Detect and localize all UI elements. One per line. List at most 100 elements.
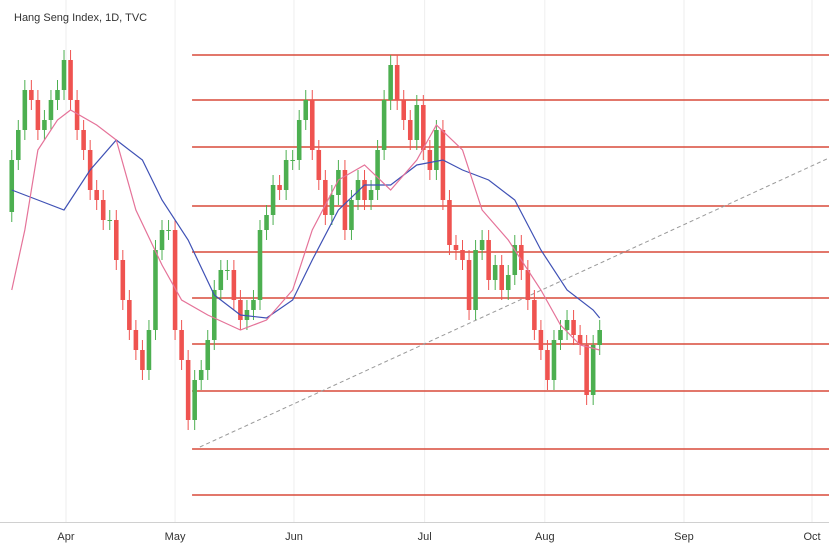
candle-body bbox=[492, 265, 498, 280]
candle-body bbox=[394, 65, 400, 100]
candle-body bbox=[375, 150, 380, 190]
chart-title: Hang Seng Index, 1D, TVC bbox=[14, 12, 147, 24]
candle-body bbox=[525, 270, 531, 300]
x-tick-label: Sep bbox=[674, 531, 694, 543]
candle-body bbox=[290, 160, 295, 161]
candle-body bbox=[551, 340, 557, 380]
candle-body bbox=[473, 250, 478, 310]
candle-body bbox=[571, 320, 576, 335]
candle-body bbox=[349, 200, 354, 230]
candle-body bbox=[447, 200, 452, 245]
candle-body bbox=[140, 350, 145, 370]
candle-body bbox=[296, 120, 302, 160]
candle-body bbox=[453, 245, 459, 250]
candle-body bbox=[211, 290, 217, 340]
candle-body bbox=[270, 185, 276, 215]
candle-body bbox=[81, 130, 86, 150]
candle-body bbox=[61, 60, 67, 90]
candle-body bbox=[421, 105, 426, 150]
candle-body bbox=[479, 240, 485, 250]
x-tick-label: Aug bbox=[535, 531, 555, 543]
candle-body bbox=[590, 345, 596, 395]
candle-body bbox=[127, 300, 132, 330]
candle-body bbox=[48, 100, 54, 120]
candle-body bbox=[42, 120, 47, 130]
candle-body bbox=[355, 180, 361, 200]
candle-body bbox=[55, 90, 60, 100]
candle-body bbox=[440, 130, 446, 200]
candle-body bbox=[381, 100, 387, 150]
candle-body bbox=[107, 220, 113, 221]
candle-body bbox=[283, 160, 289, 190]
candle-body bbox=[577, 335, 583, 345]
candle-body bbox=[264, 215, 269, 230]
candle-body bbox=[277, 185, 282, 190]
candle-body bbox=[597, 330, 602, 345]
candle-body bbox=[185, 360, 191, 420]
candle-body bbox=[512, 245, 518, 275]
candle-body bbox=[146, 330, 152, 370]
candle-body bbox=[303, 100, 309, 120]
x-tick-label: Apr bbox=[57, 531, 74, 543]
candle-body bbox=[316, 150, 322, 180]
candle-body bbox=[427, 150, 433, 170]
candle-body bbox=[329, 195, 335, 215]
candle-body bbox=[584, 345, 589, 395]
candle-body bbox=[192, 380, 197, 420]
candle-body bbox=[172, 230, 178, 330]
x-tick-label: Jun bbox=[285, 531, 303, 543]
trend-line bbox=[199, 157, 829, 448]
candle-body bbox=[532, 300, 537, 330]
candle-body bbox=[336, 170, 341, 195]
moving-average bbox=[11, 109, 600, 351]
candle-body bbox=[198, 370, 204, 380]
candle-body bbox=[519, 245, 524, 270]
candle-body bbox=[100, 200, 106, 220]
candle-body bbox=[486, 240, 491, 280]
candle-body bbox=[133, 330, 139, 350]
candle-body bbox=[323, 180, 328, 215]
candle-body bbox=[94, 190, 99, 200]
candle-body bbox=[218, 270, 224, 290]
candle-body bbox=[538, 330, 544, 350]
candle-body bbox=[35, 100, 41, 130]
candle-body bbox=[231, 270, 237, 300]
candle-body bbox=[414, 105, 420, 140]
candle-body bbox=[68, 60, 73, 100]
candle-body bbox=[362, 180, 367, 200]
candle-body bbox=[244, 310, 250, 320]
x-tick-label: May bbox=[165, 531, 186, 543]
candle-body bbox=[368, 190, 374, 200]
candle-body bbox=[16, 130, 21, 160]
candle-body bbox=[466, 260, 472, 310]
candle-body bbox=[558, 330, 563, 340]
candle-body bbox=[257, 230, 263, 300]
candle-body bbox=[545, 350, 550, 380]
candle-body bbox=[9, 160, 15, 212]
candle-body bbox=[179, 330, 184, 360]
candle-body bbox=[499, 265, 504, 290]
candle-body bbox=[251, 300, 256, 310]
candle-body bbox=[22, 90, 28, 130]
candle-body bbox=[505, 275, 511, 290]
candle-body bbox=[460, 250, 465, 260]
candle-body bbox=[401, 100, 407, 120]
candle-body bbox=[159, 230, 165, 250]
candle-body bbox=[238, 300, 243, 320]
candle-body bbox=[205, 340, 211, 370]
candle-body bbox=[388, 65, 393, 100]
candle-body bbox=[166, 230, 171, 231]
candle-body bbox=[113, 220, 119, 260]
candle-body bbox=[564, 320, 570, 330]
x-tick-label: Oct bbox=[803, 531, 820, 543]
candle-body bbox=[434, 130, 439, 170]
x-tick-label: Jul bbox=[418, 531, 432, 543]
candle-body bbox=[120, 260, 126, 300]
candle-body bbox=[309, 100, 315, 150]
candle-body bbox=[225, 270, 230, 271]
candle-body bbox=[153, 250, 158, 330]
candle-body bbox=[342, 170, 348, 230]
candle-body bbox=[407, 120, 413, 140]
